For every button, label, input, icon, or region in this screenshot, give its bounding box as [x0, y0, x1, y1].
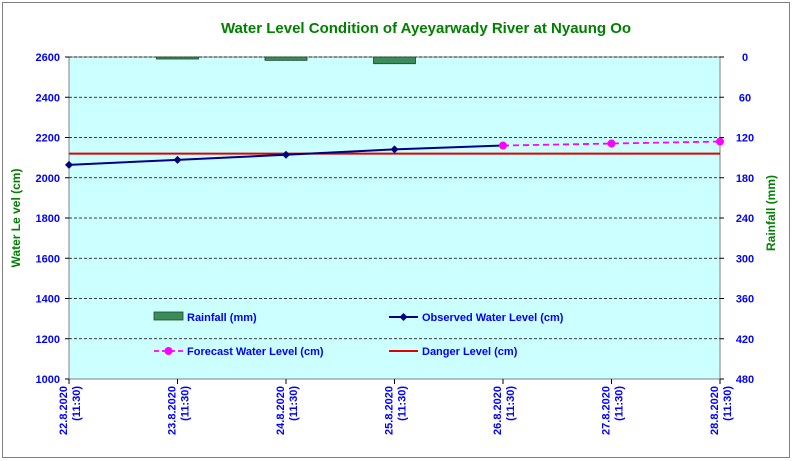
observed-point [173, 155, 182, 164]
x-tick-label: 22.8.2020 (11:30) [58, 386, 83, 435]
observed-point [390, 145, 399, 154]
rainfall-bar [264, 56, 308, 61]
x-tick-time: (11:30) [722, 386, 734, 421]
y2-tick-label: 240 [736, 213, 754, 225]
y-tick-label: 2400 [36, 92, 60, 104]
legend-label: Rainfall (mm) [187, 312, 257, 324]
legend-swatch-observed-marker [399, 313, 408, 321]
x-tick-time: (11:30) [288, 386, 300, 421]
legend: Rainfall (mm) Observed Water Level (cm) Fo… [153, 311, 564, 358]
x-axis-ticks: 22.8.2020 (11:30) 23.8.2020 (11:30) 24.8.202… [58, 379, 734, 435]
x-tick-date: 28.8.2020 [709, 386, 721, 435]
legend-label: Danger Level (cm) [422, 346, 518, 358]
y2-tick-label: 480 [736, 374, 754, 386]
y-tick-label: 1600 [36, 253, 60, 265]
y2-tick-label: 0 [742, 52, 748, 64]
y-tick-label: 2600 [36, 52, 60, 64]
y-tick-label: 2200 [36, 133, 60, 145]
y-tick-label: 1400 [36, 294, 60, 306]
water-level-chart: Water Level Condition of Ayeyarwady Rive… [9, 20, 778, 435]
x-tick-time: (11:30) [397, 386, 409, 421]
y2-tick-label: 180 [736, 173, 754, 185]
x-tick-label: 24.8.2020 (11:30) [275, 386, 300, 435]
observed-point [282, 150, 290, 159]
x-tick-time: (11:30) [505, 386, 517, 421]
rainfall-bars [156, 56, 416, 65]
x-tick-date: 26.8.2020 [492, 386, 504, 435]
legend-swatch-rainfall [153, 311, 184, 321]
y-tick-label: 1800 [36, 213, 60, 225]
legend-label: Observed Water Level (cm) [422, 312, 564, 324]
y2-tick-label: 300 [736, 253, 754, 265]
forecast-point [607, 139, 616, 148]
forecast-line [502, 140, 721, 147]
y2-tick-label: 60 [739, 92, 751, 104]
y-axis-right-title: Rainfall (mm) [764, 175, 778, 251]
forecast-point [499, 141, 507, 150]
y2-tick-label: 120 [736, 133, 754, 145]
series-markers [65, 137, 724, 169]
x-tick-time: (11:30) [180, 386, 192, 421]
x-tick-label: 26.8.2020 (11:30) [492, 386, 517, 435]
y2-tick-label: 420 [736, 334, 754, 346]
y-axis-right-ticks: 0 60 120 180 240 300 360 420 480 [720, 52, 754, 386]
x-tick-time: (11:30) [71, 386, 83, 421]
x-tick-date: 25.8.2020 [384, 386, 396, 435]
x-tick-date: 27.8.2020 [601, 386, 613, 435]
y-axis-left-title: Water Le vel (cm) [9, 169, 23, 268]
y-axis-left-ticks: 1000 1200 1400 1600 1800 2000 2200 2400 2600 [36, 52, 69, 386]
legend-swatch-forecast-marker [164, 347, 173, 355]
chart-title: Water Level Condition of Ayeyarwady Rive… [221, 20, 631, 37]
y-tick-label: 1200 [36, 334, 60, 346]
x-tick-time: (11:30) [614, 386, 626, 421]
legend-label: Forecast Water Level (cm) [187, 346, 324, 358]
y-tick-label: 1000 [36, 374, 60, 386]
x-tick-label: 23.8.2020 (11:30) [167, 386, 192, 435]
x-tick-date: 22.8.2020 [58, 386, 70, 435]
rainfall-bar [373, 56, 416, 65]
forecast-point [716, 137, 724, 146]
x-tick-date: 24.8.2020 [275, 386, 287, 435]
x-tick-label: 28.8.2020 (11:30) [709, 386, 734, 435]
x-tick-label: 27.8.2020 (11:30) [601, 386, 626, 435]
rainfall-bar [156, 56, 199, 60]
y2-tick-label: 360 [736, 294, 754, 306]
x-tick-label: 25.8.2020 (11:30) [384, 386, 409, 435]
y-tick-label: 2000 [36, 173, 60, 185]
x-tick-date: 23.8.2020 [167, 386, 179, 435]
observed-point [65, 160, 73, 169]
